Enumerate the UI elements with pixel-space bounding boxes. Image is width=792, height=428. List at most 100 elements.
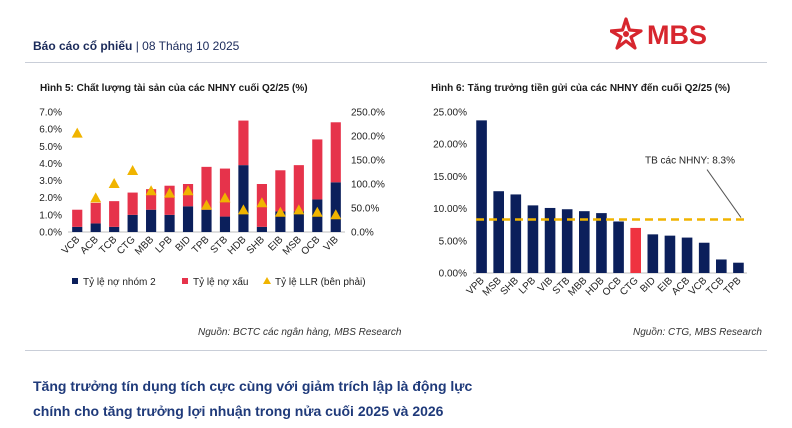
chart6-bar bbox=[510, 194, 522, 273]
chart5-bar-npl-group2 bbox=[201, 209, 212, 232]
chart5-llr-marker bbox=[127, 165, 139, 176]
chart5-bar-npl-group2 bbox=[90, 223, 101, 232]
chart6-bar bbox=[596, 213, 607, 273]
chart6-category-label: SHB bbox=[499, 275, 522, 298]
chart5-category-label: LPB bbox=[154, 234, 175, 255]
report-header: Báo cáo cổ phiếu | 08 Tháng 10 2025 bbox=[33, 39, 239, 53]
chart5-right-tick-label: 250.0% bbox=[351, 108, 385, 119]
chart5-bar-npl-group2 bbox=[238, 165, 249, 232]
chart5-bar-npl bbox=[201, 166, 212, 210]
chart5-category-label: VIB bbox=[322, 234, 341, 253]
chart5-left-tick-label: 1.0% bbox=[39, 210, 62, 221]
chart5-bar-npl bbox=[109, 201, 120, 227]
chart5-bar-npl-group2 bbox=[146, 209, 157, 232]
chart6-deposit-growth: 0.00%5.00%10.00%15.00%20.00%25.00%VPBMSB… bbox=[433, 108, 747, 298]
chart5-category-label: VCB bbox=[60, 234, 83, 257]
chart5-left-tick-label: 0.0% bbox=[39, 228, 62, 239]
chart5-bar-npl-group2 bbox=[164, 214, 175, 232]
chart6-average-leader bbox=[706, 169, 742, 218]
chart6-bar bbox=[476, 120, 487, 273]
chart6-bar bbox=[544, 207, 556, 273]
chart6-bar-highlight bbox=[630, 227, 641, 273]
chart5-category-label: ACB bbox=[79, 234, 102, 257]
chart5-llr-marker bbox=[237, 204, 249, 215]
chart6-tick-label: 5.00% bbox=[439, 236, 467, 247]
chart5-legend-label: Tỷ lệ nợ nhóm 2 bbox=[83, 276, 156, 288]
chart5-right-tick-label: 100.0% bbox=[351, 180, 385, 191]
chart5-right-tick-label: 150.0% bbox=[351, 156, 385, 167]
chart5-bar-npl bbox=[330, 122, 341, 183]
chart6-category-label: BID bbox=[638, 275, 658, 295]
conclusion-line-1: Tăng trưởng tín dụng tích cực cùng với g… bbox=[33, 378, 473, 394]
chart5-right-tick-label: 200.0% bbox=[351, 132, 385, 143]
chart5-category-label: STB bbox=[209, 234, 231, 256]
chart6-bar bbox=[527, 205, 539, 273]
conclusion-line-2: chính cho tăng trưởng lợi nhuận trong nử… bbox=[33, 403, 444, 419]
chart5-category-label: OCB bbox=[299, 234, 322, 257]
chart5-llr-marker bbox=[90, 192, 102, 203]
chart6-bar bbox=[613, 221, 624, 273]
chart5-category-label: CTG bbox=[115, 234, 138, 257]
chart5-bar-npl bbox=[146, 189, 157, 210]
chart5-llr-marker bbox=[145, 185, 157, 196]
chart5-category-label: BID bbox=[174, 234, 194, 254]
chart5-legend-label: Tỷ lệ LLR (bên phải) bbox=[275, 276, 366, 288]
chart5-llr-marker bbox=[182, 185, 194, 196]
conclusion-text: Tăng trưởng tín dụng tích cực cùng với g… bbox=[33, 374, 472, 424]
chart6-bar bbox=[493, 191, 504, 273]
chart6-bar bbox=[698, 242, 710, 273]
chart5-title: Hình 5: Chất lượng tài sản của các NHNY … bbox=[40, 83, 308, 94]
chart6-title: Hình 6: Tăng trưởng tiền gửi của các NHN… bbox=[431, 83, 731, 94]
chart5-bar-npl bbox=[238, 120, 249, 166]
report-date: 08 Tháng 10 2025 bbox=[142, 39, 240, 53]
chart5-legend-label: Tỷ lệ nợ xấu bbox=[193, 276, 248, 288]
chart5-llr-marker bbox=[108, 178, 120, 188]
mbs-logo: MBS bbox=[610, 17, 707, 50]
chart5-bar-npl-group2 bbox=[330, 182, 341, 232]
chart5-llr-marker bbox=[274, 206, 286, 217]
chart5-category-label: MSB bbox=[281, 234, 304, 257]
chart6-bar bbox=[681, 237, 693, 273]
chart6-category-label: TCB bbox=[705, 275, 727, 297]
chart6-source: Nguồn: CTG, MBS Research bbox=[633, 327, 762, 338]
chart5-bar-npl-group2 bbox=[256, 226, 267, 232]
chart5-left-tick-label: 5.0% bbox=[39, 142, 62, 153]
chart5-bar-npl-group2 bbox=[182, 206, 194, 232]
chart5-bar-npl bbox=[275, 170, 286, 212]
chart5-left-tick-label: 6.0% bbox=[39, 125, 62, 136]
chart5-category-label: TCB bbox=[97, 234, 119, 256]
chart5-bar-npl bbox=[72, 209, 83, 227]
chart5-bar-npl bbox=[127, 192, 138, 215]
chart6-category-label: LPB bbox=[517, 275, 538, 296]
mbs-star-icon bbox=[610, 17, 643, 50]
chart6-average-label: TB các NHNY: 8.3% bbox=[645, 156, 735, 167]
chart5-llr-marker bbox=[330, 209, 342, 220]
chart6-tick-label: 20.00% bbox=[433, 140, 467, 151]
header-separator: | bbox=[132, 39, 143, 53]
chart6-bar bbox=[716, 259, 727, 273]
chart5-category-label: SHB bbox=[245, 234, 268, 257]
chart5-left-tick-label: 3.0% bbox=[39, 176, 62, 187]
chart5-bar-npl-group2 bbox=[72, 226, 83, 232]
chart5-right-tick-label: 0.0% bbox=[351, 228, 374, 239]
chart5-bar-npl bbox=[164, 185, 175, 215]
chart5-bar-npl-group2 bbox=[219, 216, 231, 232]
chart5-bar-npl bbox=[293, 165, 304, 212]
header-rule bbox=[25, 62, 767, 63]
chart5-source: Nguồn: BCTC các ngân hàng, MBS Research bbox=[198, 327, 402, 338]
chart5-bar-npl bbox=[90, 202, 101, 224]
chart5-llr-marker bbox=[164, 187, 176, 198]
chart5-left-tick-label: 7.0% bbox=[39, 108, 62, 119]
chart6-category-label: TPB bbox=[722, 275, 744, 297]
chart6-tick-label: 15.00% bbox=[433, 172, 467, 183]
chart5-category-label: HDB bbox=[226, 234, 249, 257]
chart6-tick-label: 10.00% bbox=[433, 204, 467, 215]
chart5-category-label: TPB bbox=[190, 234, 212, 256]
chart5-bar-npl bbox=[312, 139, 323, 200]
chart5-legend-swatch bbox=[263, 277, 271, 284]
chart5-llr-marker bbox=[219, 192, 231, 203]
chart5-bar-npl-group2 bbox=[109, 226, 120, 232]
chart6-bar bbox=[664, 235, 676, 273]
chart5-llr-marker bbox=[71, 127, 83, 138]
chart6-bar bbox=[733, 262, 744, 273]
